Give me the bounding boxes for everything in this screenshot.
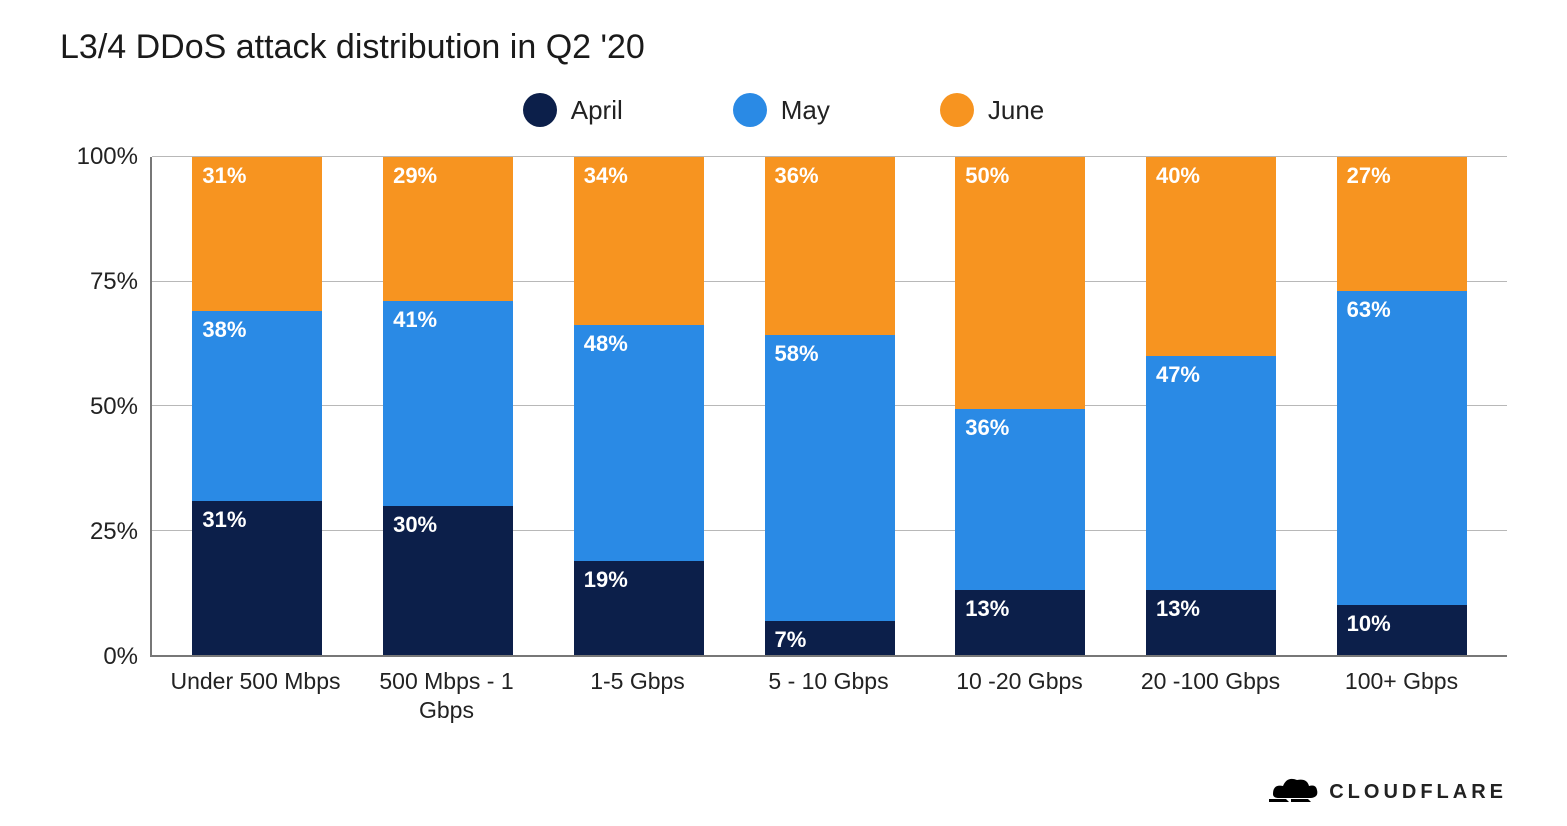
x-axis: Under 500 Mbps500 Mbps - 1 Gbps1-5 Gbps5… [150,657,1507,725]
bar-segment-label: 27% [1347,163,1391,189]
bar-segment-label: 7% [775,627,807,653]
bar-segment-label: 31% [202,507,246,533]
bar: 10% 63% 27% [1337,157,1467,655]
bar-segment-april: 31% [192,501,322,655]
bar-segment-may: 48% [574,325,704,562]
bar: 19% 48% 34% [574,157,704,655]
cloudflare-logo: CLOUDFLARE [1269,778,1507,804]
bar-segment-june: 40% [1146,157,1276,356]
bar-segment-label: 10% [1347,611,1391,637]
legend-swatch-may [733,93,767,127]
legend-label-june: June [988,95,1044,126]
bar-segment-label: 13% [965,596,1009,622]
legend-item-may: May [733,93,830,127]
legend-item-april: April [523,93,623,127]
bar-slot: 31% 38% 31% [162,157,353,655]
y-axis: 100%75%50%25%0% [60,157,150,657]
legend-label-april: April [571,95,623,126]
bar-segment-april: 30% [383,506,513,655]
bar-segment-label: 36% [965,415,1009,441]
bar-segment-label: 50% [965,163,1009,189]
bar-segment-may: 47% [1146,356,1276,590]
bar-segment-label: 63% [1347,297,1391,323]
bar-segment-june: 36% [765,157,895,335]
bar-segment-april: 13% [1146,590,1276,655]
x-tick-label: 20 -100 Gbps [1115,667,1306,725]
bar-segment-label: 34% [584,163,628,189]
bar: 30% 41% 29% [383,157,513,655]
bar-segment-label: 40% [1156,163,1200,189]
bar: 7% 58% 36% [765,157,895,655]
bar-segment-may: 41% [383,301,513,505]
bar-slot: 30% 41% 29% [353,157,544,655]
bar-segment-label: 29% [393,163,437,189]
bar-segment-june: 29% [383,157,513,301]
legend: April May June [60,93,1507,127]
chart-title: L3/4 DDoS attack distribution in Q2 '20 [60,28,1507,67]
plot: 31% 38% 31% 30% 41% 29% 19% 48% 34% 7% 58% 36% 13% 36… [150,157,1507,657]
bar-segment-april: 10% [1337,605,1467,655]
bar-segment-label: 19% [584,567,628,593]
bar-segment-april: 19% [574,561,704,655]
bar-segment-june: 27% [1337,157,1467,291]
bar-slot: 19% 48% 34% [543,157,734,655]
bar-segment-april: 7% [765,621,895,656]
legend-swatch-april [523,93,557,127]
bars-container: 31% 38% 31% 30% 41% 29% 19% 48% 34% 7% 58% 36% 13% 36… [152,157,1507,655]
bar-segment-may: 36% [955,409,1085,590]
legend-label-may: May [781,95,830,126]
bar-slot: 10% 63% 27% [1306,157,1497,655]
cloud-icon [1269,778,1319,804]
bar-segment-label: 41% [393,307,437,333]
legend-item-june: June [940,93,1044,127]
x-tick-label: Under 500 Mbps [160,667,351,725]
bar-slot: 13% 47% 40% [1116,157,1307,655]
bar-segment-label: 31% [202,163,246,189]
plot-area: 100%75%50%25%0% 31% 38% 31% 30% 41% 29% 19% 48%… [60,157,1507,657]
x-tick-label: 10 -20 Gbps [924,667,1115,725]
logo-text: CLOUDFLARE [1329,781,1507,804]
x-tick-label: 1-5 Gbps [542,667,733,725]
chart-canvas: L3/4 DDoS attack distribution in Q2 '20 … [0,0,1567,826]
bar-segment-june: 34% [574,157,704,325]
bar-segment-may: 63% [1337,291,1467,605]
bar-segment-june: 31% [192,157,322,311]
legend-swatch-june [940,93,974,127]
bar-segment-label: 58% [775,341,819,367]
bar-segment-label: 38% [202,317,246,343]
bar-segment-april: 13% [955,590,1085,655]
x-tick-label: 500 Mbps - 1 Gbps [351,667,542,725]
bar: 31% 38% 31% [192,157,322,655]
bar-segment-june: 50% [955,157,1085,409]
bar: 13% 47% 40% [1146,157,1276,655]
bar-slot: 7% 58% 36% [734,157,925,655]
x-tick-label: 100+ Gbps [1306,667,1497,725]
bar: 13% 36% 50% [955,157,1085,655]
bar-segment-label: 13% [1156,596,1200,622]
bar-segment-label: 47% [1156,362,1200,388]
bar-slot: 13% 36% 50% [925,157,1116,655]
bar-segment-label: 36% [775,163,819,189]
x-tick-label: 5 - 10 Gbps [733,667,924,725]
bar-segment-may: 38% [192,311,322,500]
bar-segment-label: 48% [584,331,628,357]
bar-segment-label: 30% [393,512,437,538]
bar-segment-may: 58% [765,335,895,621]
